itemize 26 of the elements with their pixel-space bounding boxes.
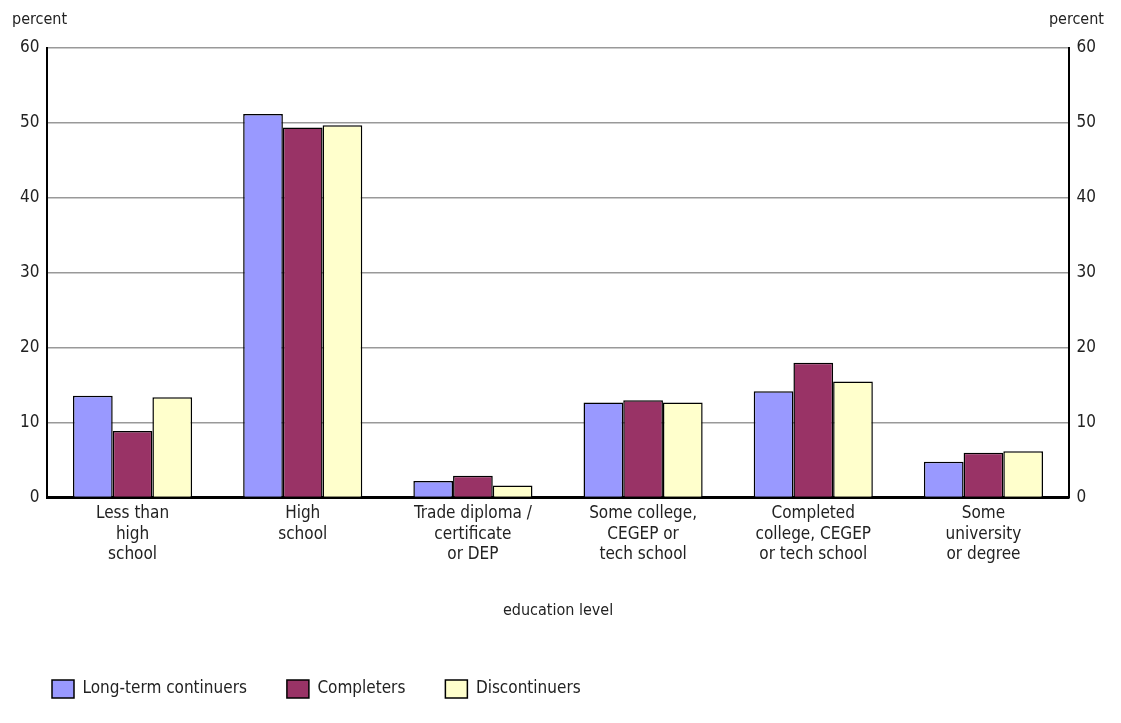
y-tick-label: 60 [19,36,40,57]
y-axis-title: percent [12,9,68,29]
y2-tick-label: 0 [1076,486,1087,507]
x-tick-label: High school [278,502,328,543]
y-tick-label: 0 [29,486,40,507]
y2-axis-title: percent [1048,9,1105,29]
legend-label: Completers [317,677,406,698]
y2-tick-label: 60 [1076,36,1097,57]
y2-tick-label: 30 [1076,261,1097,282]
x-tick-label: Some college, CEGEP or tech school [589,502,698,564]
y2-tick-label: 10 [1076,411,1097,432]
legend-label: Long-term continuers [82,677,247,698]
y-tick-label: 10 [19,411,40,432]
y-tick-label: 20 [19,336,40,357]
y-tick-label: 50 [19,111,40,132]
y-tick-label: 40 [19,186,40,207]
legend-label: Discontinuers [475,677,581,698]
y2-tick-label: 20 [1076,336,1097,357]
x-tick-label: Some university or degree [945,502,1022,564]
x-tick-label: Completed college, CEGEP or tech school [755,502,872,564]
y-tick-label: 30 [19,261,40,282]
x-tick-label: Trade diploma / certificate or DEP [412,502,533,564]
y2-tick-label: 50 [1076,111,1097,132]
y2-tick-label: 40 [1076,186,1097,207]
x-tick-label: Less than high school [95,502,170,564]
x-axis-title: education level [502,599,614,619]
